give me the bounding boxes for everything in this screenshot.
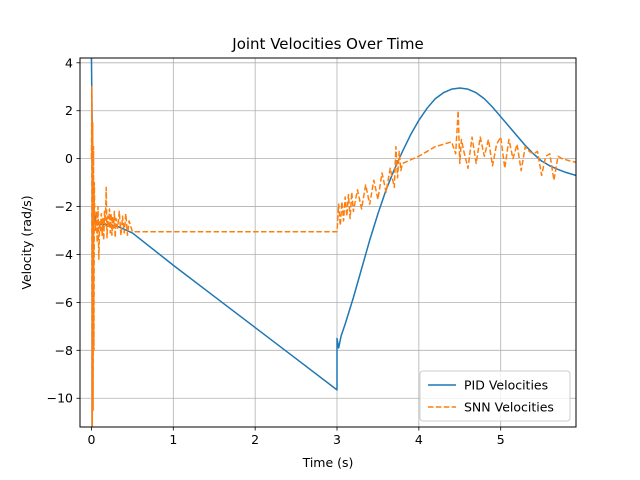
x-tick-label: 2 xyxy=(251,432,259,447)
y-tick-label: −4 xyxy=(55,247,73,262)
y-tick-label: −6 xyxy=(55,295,73,310)
legend-label-pid: PID Velocities xyxy=(464,378,548,393)
chart-title: Joint Velocities Over Time xyxy=(231,35,423,53)
series-layer xyxy=(90,58,576,427)
y-tick-label: −8 xyxy=(55,343,73,358)
legend-box xyxy=(419,370,571,422)
y-axis-title: Velocity (rad/s) xyxy=(19,195,34,289)
y-tick-label: 2 xyxy=(65,103,73,118)
legend-label-snn: SNN Velocities xyxy=(464,400,554,415)
x-tick-label: 3 xyxy=(333,432,341,447)
x-tick-label: 1 xyxy=(169,432,177,447)
axis-ticks: 0 1 2 3 4 5 −10 −8 −6 −4 −2 0 2 4 xyxy=(47,55,505,447)
series-line-snn xyxy=(90,86,576,427)
y-tick-label: −10 xyxy=(47,391,73,406)
legend: PID Velocities SNN Velocities xyxy=(419,370,571,422)
x-tick-label: 5 xyxy=(497,432,505,447)
grid-lines xyxy=(80,58,576,427)
x-tick-label: 4 xyxy=(415,432,423,447)
plot-frame xyxy=(79,57,577,428)
y-tick-label: 0 xyxy=(65,151,73,166)
x-tick-label: 0 xyxy=(87,432,95,447)
y-tick-label: 4 xyxy=(65,55,73,70)
x-axis-title: Time (s) xyxy=(302,455,354,470)
y-tick-label: −2 xyxy=(55,199,73,214)
